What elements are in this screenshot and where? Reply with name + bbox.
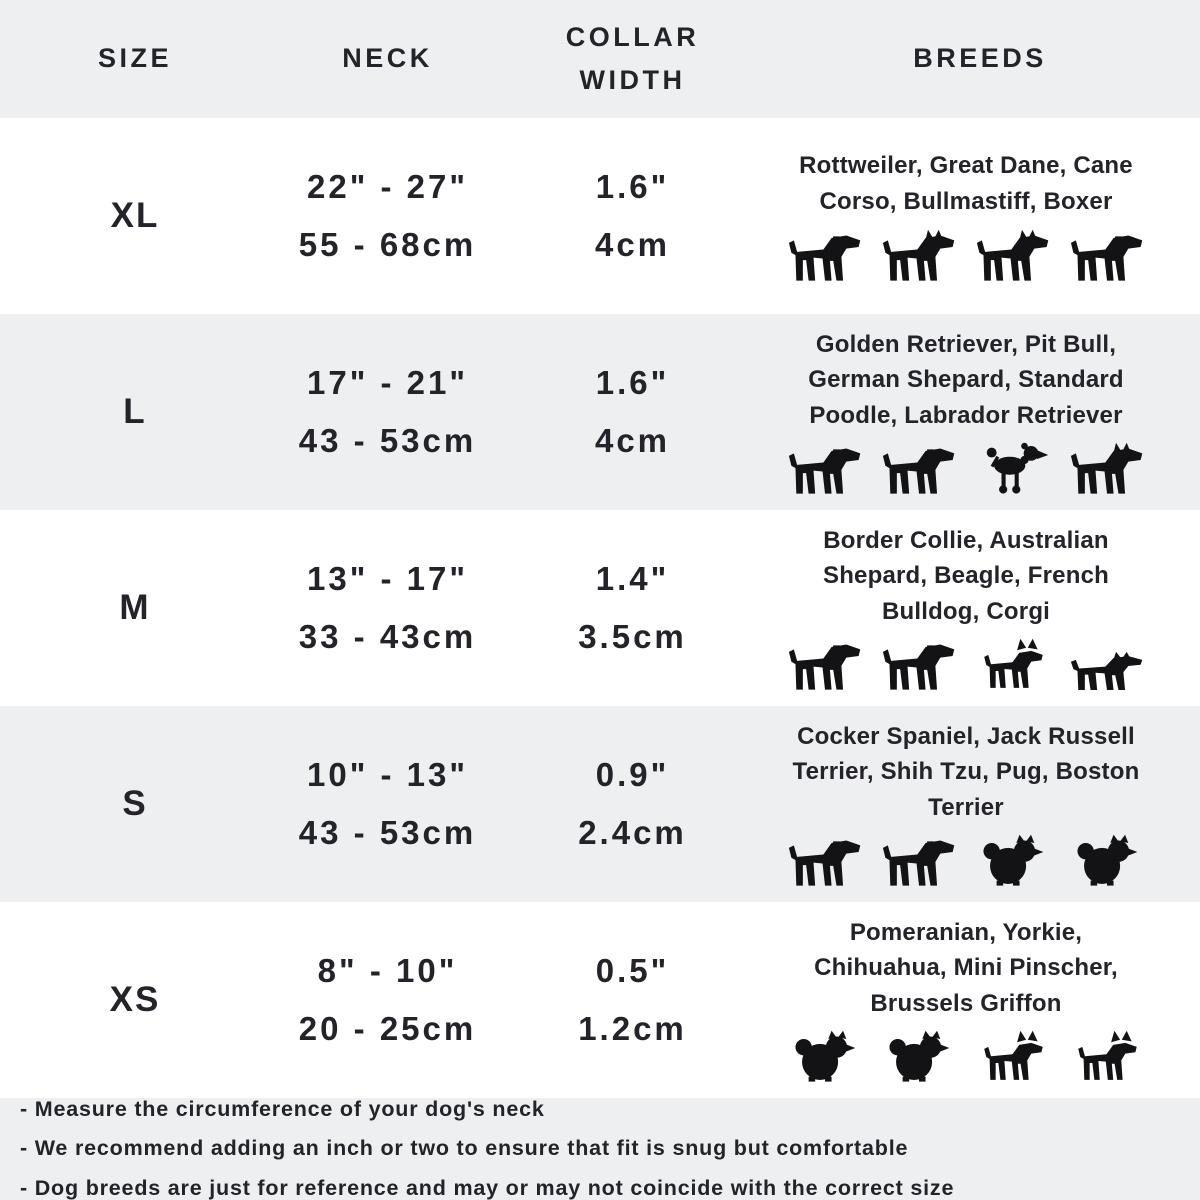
header-collar-width: COLLAR WIDTH: [565, 21, 700, 95]
cocker-spaniel-icon: [784, 833, 866, 889]
breeds-list: Rottweiler, Great Dane, Cane Corso, Bull…: [799, 152, 1133, 215]
golden-retriever-icon: [784, 441, 866, 497]
size-value: S: [122, 784, 148, 823]
pomeranian-icon: [784, 1029, 866, 1085]
note-measure: - Measure the circumference of your dog'…: [20, 1097, 545, 1122]
collar-width-inches: 0.5": [595, 952, 670, 990]
bullmastiff-icon: [1066, 228, 1148, 284]
table-row-l: L 17" - 21" 43 - 53cm 1.6" 4cm Golden Re…: [0, 314, 1200, 510]
table-row-xl: XL 22" - 27" 55 - 68cm 1.6" 4cm Rottweil…: [0, 118, 1200, 314]
collar-width-inches: 1.4": [595, 560, 670, 598]
neck-cm: 55 - 68cm: [298, 226, 477, 263]
collar-width-inches: 1.6": [595, 364, 670, 402]
standard-poodle-icon: [972, 441, 1054, 497]
neck-inches: 8" - 10": [317, 952, 458, 990]
breeds-list: Pomeranian, Yorkie, Chihuahua, Mini Pins…: [814, 918, 1118, 1017]
collar-width-cm: 3.5cm: [578, 618, 687, 655]
header-breeds: BREEDS: [913, 43, 1047, 74]
collar-width-cm: 2.4cm: [578, 814, 687, 851]
pug-icon: [1066, 833, 1148, 889]
table-header: SIZE NECK COLLAR WIDTH BREEDS: [0, 0, 1200, 118]
header-size: SIZE: [97, 43, 172, 74]
size-value: XL: [110, 196, 160, 235]
table-row-m: M 13" - 17" 33 - 43cm 1.4" 3.5cm Border …: [0, 510, 1200, 706]
collar-width-cm: 4cm: [594, 422, 671, 459]
neck-inches: 10" - 13": [306, 756, 469, 794]
rottweiler-icon: [784, 228, 866, 284]
collar-width-cm: 4cm: [594, 226, 671, 263]
neck-inches: 13" - 17": [306, 560, 469, 598]
french-bulldog-icon: [972, 637, 1054, 693]
dog-silhouettes: [784, 228, 1148, 284]
measurement-notes: - Measure the circumference of your dog'…: [0, 1097, 1200, 1200]
neck-cm: 43 - 53cm: [298, 814, 477, 851]
jack-russell-terrier-icon: [878, 833, 960, 889]
breeds-list: Border Collie, Australian Shepard, Beagl…: [822, 526, 1109, 625]
neck-inches: 17" - 21": [306, 364, 469, 402]
corgi-icon: [1066, 637, 1148, 693]
neck-cm: 43 - 53cm: [298, 422, 477, 459]
collar-width-cm: 1.2cm: [578, 1010, 687, 1047]
table-row-xs: XS 8" - 10" 20 - 25cm 0.5" 1.2cm Pomeran…: [0, 902, 1200, 1098]
dog-silhouettes: [784, 1029, 1148, 1085]
mini-pinscher-icon: [1066, 1029, 1148, 1085]
dog-silhouettes: [784, 441, 1148, 497]
size-value: XS: [109, 980, 161, 1019]
yorkie-icon: [878, 1029, 960, 1085]
great-dane-icon: [878, 228, 960, 284]
header-neck: NECK: [342, 43, 433, 74]
neck-cm: 20 - 25cm: [298, 1010, 477, 1047]
dog-silhouettes: [784, 637, 1148, 693]
collar-width-inches: 0.9": [595, 756, 670, 794]
beagle-icon: [878, 637, 960, 693]
border-collie-icon: [784, 637, 866, 693]
labrador-retriever-icon: [878, 441, 960, 497]
breeds-list: Golden Retriever, Pit Bull, German Shepa…: [808, 330, 1124, 429]
chihuahua-icon: [972, 1029, 1054, 1085]
table-row-s: S 10" - 13" 43 - 53cm 0.9" 2.4cm Cocker …: [0, 706, 1200, 902]
cane-corso-icon: [972, 228, 1054, 284]
size-value: M: [119, 588, 151, 627]
neck-inches: 22" - 27": [306, 168, 469, 206]
german-shepard-icon: [1066, 441, 1148, 497]
breeds-list: Cocker Spaniel, Jack Russell Terrier, Sh…: [792, 722, 1140, 821]
size-value: L: [123, 392, 147, 431]
collar-width-inches: 1.6": [595, 168, 670, 206]
shih-tzu-icon: [972, 833, 1054, 889]
note-reference: - Dog breeds are just for reference and …: [20, 1175, 955, 1200]
neck-cm: 33 - 43cm: [298, 618, 477, 655]
note-recommend: - We recommend adding an inch or two to …: [20, 1136, 909, 1161]
dog-silhouettes: [784, 833, 1148, 889]
